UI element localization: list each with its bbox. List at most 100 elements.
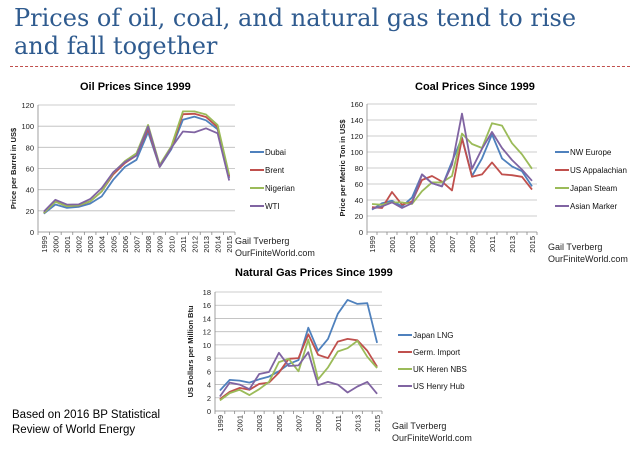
- source-author: Gail Tverberg: [548, 242, 603, 252]
- x-tick-label: 2014: [214, 236, 223, 253]
- y-tick-label: 0: [30, 228, 34, 237]
- chart-source: Gail Tverberg OurFiniteWorld.com: [392, 420, 472, 444]
- chart-title: Oil Prices Since 1999: [80, 81, 191, 93]
- x-tick-label: 2013: [353, 415, 362, 432]
- series-line-uk-heren-nbs: [219, 338, 378, 402]
- x-tick-label: 2007: [133, 236, 142, 253]
- x-tick-label: 2009: [314, 415, 323, 432]
- slide-title: Prices of oil, coal, and natural gas ten…: [14, 4, 577, 60]
- y-axis-label: Price per Metric Ton in US$: [338, 119, 347, 217]
- y-tick-label: 12: [203, 328, 211, 337]
- title-separator: [10, 66, 630, 67]
- y-tick-label: 160: [350, 100, 363, 109]
- y-axis-label: US Dollars per Million Btu: [186, 305, 195, 398]
- source-note: Based on 2016 BP Statistical Review of W…: [12, 408, 160, 438]
- x-tick-label: 2015: [528, 236, 537, 253]
- source-site: OurFiniteWorld.com: [392, 433, 472, 443]
- legend-label: US Henry Hub: [413, 382, 465, 391]
- legend-label: US Appalachian: [570, 166, 627, 175]
- chart-svg: 0 2 4 6 8 10 12 14 16 18 1999 2001 2003 2005 2007 2009 2…: [186, 288, 467, 432]
- legend-label: Germ. Import: [413, 348, 461, 357]
- x-tick-label: 1999: [40, 236, 49, 253]
- legend-label: Japan Steam: [570, 184, 617, 193]
- series-line-us-henry-hub: [219, 351, 378, 398]
- y-tick-label: 6: [207, 367, 211, 376]
- x-tick-label: 2009: [156, 236, 165, 253]
- legend-label: NW Europe: [570, 148, 612, 157]
- y-tick-label: 120: [21, 101, 34, 110]
- x-tick-label: 2001: [236, 415, 245, 432]
- x-tick-label: 2005: [428, 236, 437, 253]
- x-tick-label: 2003: [255, 415, 264, 432]
- source-author: Gail Tverberg: [235, 236, 290, 246]
- series-line-germ-import: [219, 333, 378, 400]
- x-tick-label: 2002: [75, 236, 84, 253]
- y-tick-label: 20: [26, 207, 34, 216]
- y-tick-label: 140: [350, 116, 363, 125]
- x-tick-label: 2013: [508, 236, 517, 253]
- legend-label: Japan LNG: [413, 331, 453, 340]
- y-tick-label: 40: [355, 196, 363, 205]
- chart-title: Coal Prices Since 1999: [415, 81, 535, 93]
- y-tick-label: 4: [207, 381, 211, 390]
- x-tick-label: 2003: [86, 236, 95, 253]
- y-tick-label: 0: [207, 407, 211, 416]
- x-tick-label: 2011: [334, 415, 343, 431]
- legend-label: Dubai: [265, 148, 286, 157]
- x-tick-label: 1999: [368, 236, 377, 253]
- y-tick-label: 20: [355, 212, 363, 221]
- y-tick-label: 100: [350, 148, 363, 157]
- y-tick-label: 0: [359, 228, 363, 237]
- x-tick-label: 2004: [98, 236, 107, 253]
- y-tick-label: 80: [26, 143, 34, 152]
- series-line-japan-lng: [219, 298, 378, 392]
- series-line-asian-marker: [371, 112, 533, 210]
- x-tick-label: 2005: [275, 415, 284, 432]
- y-tick-label: 2: [207, 394, 211, 403]
- x-tick-label: 1999: [216, 415, 225, 432]
- series-line-brent: [43, 112, 231, 214]
- series-line-wti: [43, 125, 231, 213]
- x-tick-label: 2010: [167, 236, 176, 253]
- y-tick-label: 10: [203, 341, 211, 350]
- y-tick-label: 80: [355, 164, 363, 173]
- x-tick-label: 2001: [388, 236, 397, 253]
- y-tick-label: 14: [203, 314, 211, 323]
- y-tick-label: 60: [26, 165, 34, 174]
- source-site: OurFiniteWorld.com: [235, 248, 315, 258]
- source-site: OurFiniteWorld.com: [548, 254, 628, 264]
- x-tick-label: 2006: [121, 236, 130, 253]
- y-tick-label: 8: [207, 354, 211, 363]
- x-tick-label: 2008: [144, 236, 153, 253]
- chart-source: Gail Tverberg OurFiniteWorld.com: [548, 241, 628, 265]
- x-tick-label: 2001: [63, 236, 72, 253]
- chart-title: Natural Gas Prices Since 1999: [235, 267, 393, 279]
- series-line-dubai: [43, 115, 231, 215]
- x-tick-label: 2000: [51, 236, 60, 253]
- chart-svg: 0 20 40 60 80 100 120 140 160 1999 2001 2003 2005 200…: [338, 100, 627, 253]
- series-line-japan-steam: [371, 122, 533, 206]
- x-tick-label: 2015: [225, 236, 234, 253]
- x-tick-label: 2005: [109, 236, 118, 253]
- legend-label: Brent: [265, 166, 285, 175]
- y-tick-label: 18: [203, 288, 211, 297]
- source-note-line2: Review of World Energy: [12, 424, 136, 436]
- y-tick-label: 120: [350, 132, 363, 141]
- series-line-nigerian: [43, 110, 231, 214]
- x-tick-label: 2013: [202, 236, 211, 253]
- x-tick-label: 2009: [468, 236, 477, 253]
- legend-label: Asian Marker: [570, 202, 617, 211]
- series-line-us-appalachian: [371, 137, 533, 209]
- y-tick-label: 40: [26, 186, 34, 195]
- source-author: Gail Tverberg: [392, 421, 447, 431]
- legend-label: Nigerian: [265, 184, 295, 193]
- y-axis-label: Price per Barrel in US$: [9, 127, 18, 209]
- x-tick-label: 2011: [179, 236, 188, 252]
- x-tick-label: 2011: [488, 236, 497, 252]
- x-tick-label: 2003: [408, 236, 417, 253]
- chart-source: Gail Tverberg OurFiniteWorld.com: [235, 235, 315, 259]
- y-tick-label: 60: [355, 180, 363, 189]
- x-tick-label: 2007: [448, 236, 457, 253]
- y-tick-label: 16: [203, 301, 211, 310]
